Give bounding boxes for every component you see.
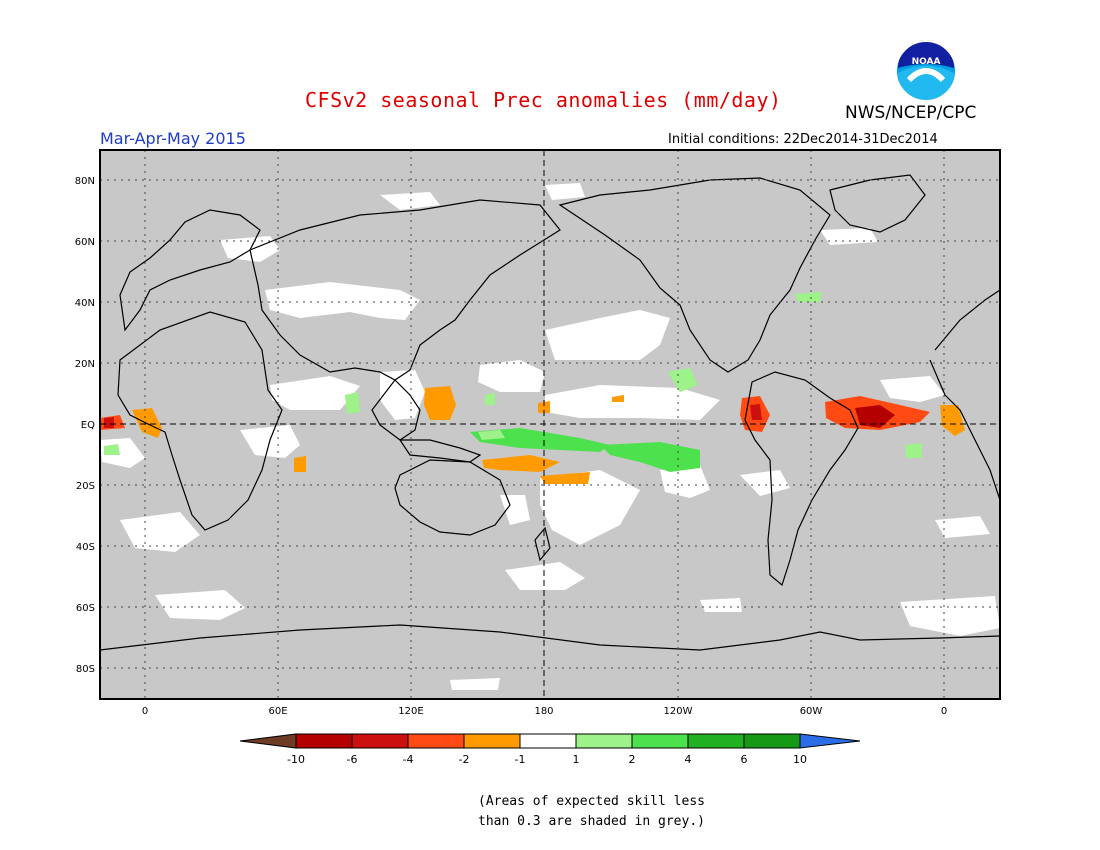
noaa-logo: NOAA [895,40,957,102]
legend-swatch-minus1-1 [519,733,577,749]
legend-swatch-minus2-minus1 [463,733,521,749]
lon-label-60e: 60E [268,706,287,717]
lat-label-60n: 60N [75,237,95,248]
initial-conditions-label: Initial conditions: 22Dec2014-31Dec2014 [668,132,938,147]
season-label: Mar-Apr-May 2015 [100,129,246,148]
lat-label-40n: 40N [75,298,95,309]
legend-swatch-6-10 [743,733,801,749]
coastlines [99,174,1001,651]
color-legend [239,733,861,749]
legend-label-minus10: -10 [287,753,305,766]
legend-label-2: 2 [629,753,636,766]
legend-label-10: 10 [793,753,807,766]
legend-labels: -10 -6 -4 -2 -1 1 2 4 6 10 [287,753,807,766]
footnote-line-2: than 0.3 are shaded in grey.) [478,814,705,829]
legend-swatch-lt-minus10 [239,733,297,749]
chart-title: CFSv2 seasonal Prec anomalies (mm/day) [305,88,782,112]
agency-label: NWS/NCEP/CPC [845,103,977,123]
legend-label-1: 1 [573,753,580,766]
green-anomaly-regions [104,292,922,472]
lon-label-60w: 60W [800,706,823,717]
legend-label-minus6: -6 [347,753,358,766]
lat-label-80s: 80S [76,664,95,675]
lon-label-180: 180 [534,706,553,717]
legend-swatch-minus6-minus4 [351,733,409,749]
lat-label-40s: 40S [76,542,95,553]
legend-label-6: 6 [741,753,748,766]
lat-label-eq: EQ [81,420,95,431]
map-frame [99,149,1001,700]
skill-footnote: (Areas of expected skill less than 0.3 a… [478,792,705,832]
lon-label-0-right: 0 [941,706,947,717]
noaa-logo-text: NOAA [912,57,941,67]
white-anomaly-regions [100,183,1000,690]
latitude-labels: 80N 60N 40N 20N EQ 20S 40S 60S 80S [75,176,95,675]
legend-swatch-minus10-minus6 [295,733,353,749]
lat-label-20n: 20N [75,359,95,370]
legend-swatch-2-4 [631,733,689,749]
lat-label-80n: 80N [75,176,95,187]
legend-swatch-4-6 [687,733,745,749]
lon-label-120e: 120E [398,706,423,717]
legend-swatch-minus4-minus2 [407,733,465,749]
lon-label-0: 0 [142,706,148,717]
legend-swatch-gt-10 [799,733,861,749]
footnote-line-1: (Areas of expected skill less [478,794,705,809]
lat-label-20s: 20S [76,481,95,492]
legend-label-4: 4 [685,753,692,766]
lon-label-120w: 120W [664,706,693,717]
legend-swatch-1-2 [575,733,633,749]
lat-label-60s: 60S [76,603,95,614]
legend-label-minus4: -4 [403,753,414,766]
longitude-labels: 0 60E 120E 180 120W 60W 0 [142,706,947,717]
legend-label-minus2: -2 [459,753,470,766]
legend-label-minus1: -1 [515,753,526,766]
